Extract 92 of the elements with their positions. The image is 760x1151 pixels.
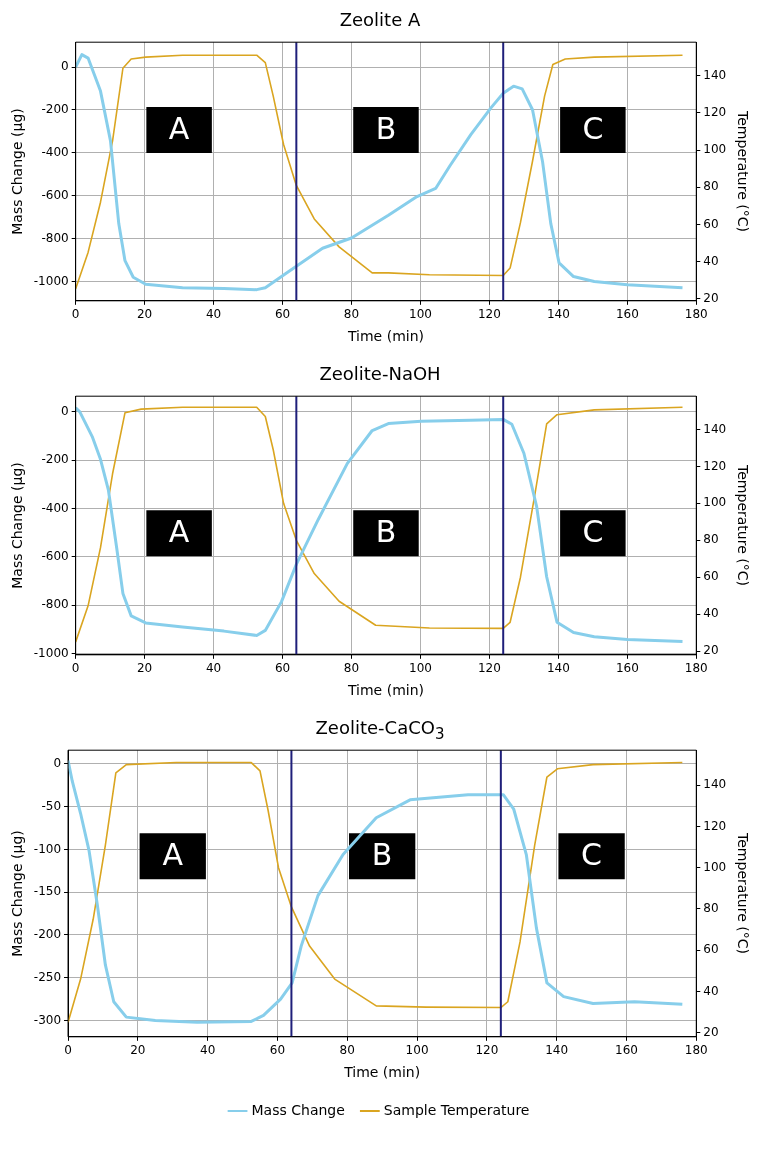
annotation: C: [582, 514, 604, 550]
annotation: C: [581, 837, 603, 873]
x-tick-label: 140: [546, 661, 570, 676]
x-tick-label: 60: [274, 307, 291, 322]
x-tick-label: 100: [405, 1043, 429, 1058]
y-axis-title: Mass Change (µg): [9, 108, 26, 235]
x-tick-label: 180: [684, 1043, 708, 1058]
chart-title: Zeolite-NaOH: [318, 362, 442, 386]
y-tick-label: 0: [61, 404, 69, 419]
annotation: A: [168, 514, 190, 550]
y-tick-label: -50: [41, 798, 62, 813]
y-tick-label: -1000: [33, 273, 69, 288]
x-tick-label: 0: [71, 307, 80, 322]
y2-tick-label: 140: [703, 421, 727, 436]
x-tick-label: 140: [545, 1043, 569, 1058]
chart-title: Zeolite-CaCO$_{3}$: [314, 716, 446, 743]
annotation: A: [162, 837, 184, 873]
y-tick-label: -200: [33, 927, 62, 942]
x-tick-label: 20: [136, 307, 153, 322]
y2-tick-label: 100: [703, 859, 727, 874]
x-tick-label: 20: [130, 1043, 146, 1058]
annotation: A: [168, 110, 190, 146]
legend-label: Mass Change: [251, 1101, 345, 1118]
y2-tick-label: 60: [703, 942, 719, 957]
y-tick-label: -400: [41, 144, 69, 159]
y-tick-label: -600: [41, 187, 69, 202]
y2-tick-label: 80: [703, 532, 719, 547]
y-tick-label: -200: [41, 452, 69, 467]
y2-tick-label: 20: [703, 291, 719, 306]
x-tick-label: 100: [409, 307, 432, 322]
y2-tick-label: 120: [703, 458, 727, 473]
y2-tick-label: 20: [703, 1024, 719, 1039]
y2-tick-label: 40: [703, 606, 719, 621]
y2-tick-label: 80: [703, 179, 719, 194]
x-axis-title: Time (min): [346, 682, 425, 699]
y2-tick-label: 140: [703, 777, 727, 792]
y2-tick-label: 60: [703, 569, 719, 584]
y-tick-label: -250: [33, 969, 62, 984]
y-tick-label: -150: [33, 884, 62, 899]
x-tick-label: 160: [615, 1043, 638, 1058]
x-tick-label: 120: [475, 1043, 499, 1058]
y-tick-label: -600: [41, 549, 69, 564]
y2-tick-label: 60: [703, 216, 719, 231]
x-axis-title: Time (min): [346, 328, 425, 345]
y2-tick-label: 140: [703, 67, 727, 82]
annotation: B: [371, 837, 393, 873]
y-tick-label: 0: [61, 59, 69, 74]
y2-axis-title: Temperature (°C): [734, 110, 751, 232]
y-axis-title: Mass Change (µg): [9, 462, 26, 589]
y2-tick-label: 40: [703, 983, 719, 998]
x-tick-label: 60: [269, 1043, 286, 1058]
x-tick-label: 20: [136, 661, 153, 676]
x-tick-label: 40: [205, 661, 222, 676]
y2-tick-label: 120: [703, 105, 727, 120]
x-tick-label: 80: [339, 1043, 355, 1058]
x-tick-label: 160: [615, 307, 639, 322]
annotation: B: [375, 110, 397, 146]
y-tick-label: -200: [41, 102, 69, 117]
y-axis-title: Mass Change (µg): [9, 830, 26, 957]
y2-tick-label: 20: [703, 643, 719, 658]
x-tick-label: 100: [409, 661, 432, 676]
y-tick-label: -1000: [33, 645, 69, 660]
x-tick-label: 120: [477, 661, 501, 676]
x-tick-label: 120: [477, 307, 501, 322]
x-tick-label: 40: [200, 1043, 216, 1058]
y-tick-label: -400: [41, 500, 69, 515]
x-tick-label: 80: [343, 307, 360, 322]
x-tick-label: 0: [71, 661, 80, 676]
y2-tick-label: 40: [703, 253, 719, 268]
y2-tick-label: 120: [703, 818, 727, 833]
y2-tick-label: 100: [703, 495, 727, 510]
y2-tick-label: 100: [703, 142, 727, 157]
x-tick-label: 80: [343, 661, 360, 676]
x-tick-label: 60: [274, 661, 291, 676]
y2-axis-title: Temperature (°C): [734, 464, 751, 586]
x-tick-label: 40: [205, 307, 222, 322]
y2-tick-label: 80: [703, 901, 719, 916]
y-tick-label: 0: [53, 756, 62, 771]
y2-axis-title: Temperature (°C): [734, 832, 751, 954]
x-tick-label: 180: [684, 661, 708, 676]
y-tick-label: -300: [33, 1012, 62, 1027]
y-tick-label: -800: [41, 230, 69, 245]
y-tick-label: -100: [33, 841, 62, 856]
x-tick-label: 140: [546, 307, 570, 322]
x-tick-label: 160: [615, 661, 639, 676]
legend-label: Sample Temperature: [383, 1101, 530, 1118]
annotation: B: [375, 514, 397, 550]
x-axis-title: Time (min): [343, 1064, 421, 1081]
x-tick-label: 180: [684, 307, 708, 322]
y-tick-label: -800: [41, 597, 69, 612]
annotation: C: [582, 110, 604, 146]
chart-title: Zeolite A: [338, 8, 422, 32]
